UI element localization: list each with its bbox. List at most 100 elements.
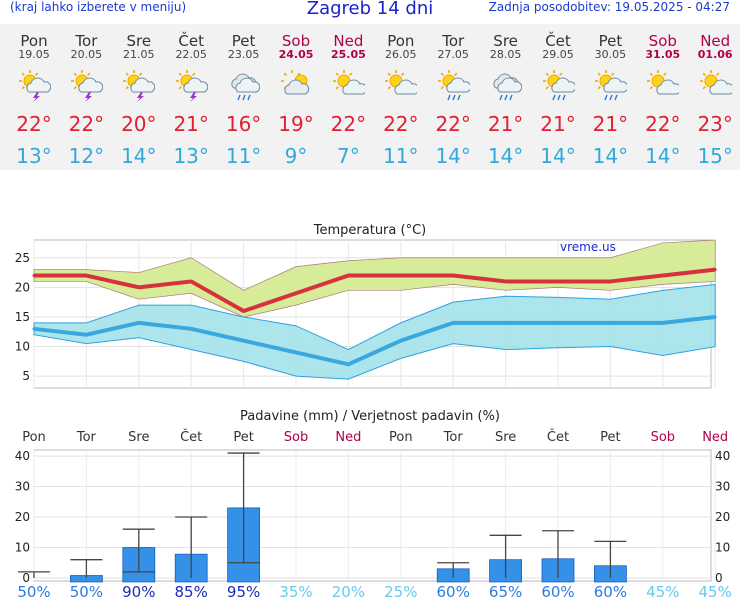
min-temperature: 14°: [121, 144, 157, 168]
precipitation-probability: 45%: [646, 583, 679, 600]
precipitation-day-label: Tor: [443, 430, 464, 445]
max-temperature-point: [451, 274, 455, 278]
y-tick-label: 10: [15, 340, 30, 354]
sun-cloud-icon: [385, 70, 420, 102]
day-date: 25.05: [330, 48, 366, 61]
day-name: Čet: [178, 32, 204, 50]
min-temperature: 14°: [645, 144, 681, 168]
day-column: Pet 23.05 16° 11°: [217, 24, 270, 170]
min-temperature-point: [189, 327, 193, 331]
max-temperature-point: [84, 274, 88, 278]
day-column: Ned 01.06 23° 15°: [689, 24, 740, 170]
max-temperature-range: [33, 239, 716, 318]
min-temperature-point: [713, 315, 717, 319]
location-note[interactable]: (kraj lahko izberete v meniju): [10, 0, 187, 14]
precipitation-probability: 60%: [541, 583, 574, 600]
y-tick-label: 10: [15, 540, 30, 554]
precipitation-probability: 20%: [332, 583, 365, 600]
precipitation-day-label: Sre: [128, 430, 149, 445]
y-tick-label: 0: [22, 571, 30, 585]
cloud-rain-icon: [490, 70, 523, 102]
precipitation-probability: 50%: [70, 583, 103, 600]
max-temperature: 22°: [435, 112, 471, 136]
precipitation-day-label: Pon: [22, 430, 46, 445]
max-temperature-line: [34, 267, 716, 314]
sun-cloud-thunder-icon: [123, 70, 156, 102]
min-temperature-point: [399, 339, 403, 343]
min-temperature: 11°: [383, 144, 419, 168]
min-temperature: 14°: [540, 144, 576, 168]
max-temperature-point: [713, 268, 717, 272]
max-temperature-point: [242, 309, 246, 313]
day-name: Pet: [231, 32, 256, 50]
max-temperature: 21°: [487, 112, 524, 136]
last-update: Zadnja posodobitev: 19.05.2025 - 04:27: [488, 0, 730, 14]
day-column: Ned 25.05 22° 7°: [322, 24, 375, 170]
cloud-rain-icon: [228, 70, 261, 102]
day-name: Pon: [387, 32, 415, 50]
y-tick-label: 15: [15, 310, 30, 324]
min-temperature: 7°: [337, 144, 360, 168]
min-temperature: 12°: [68, 144, 105, 168]
day-column: Sre 28.05 21° 14°: [479, 24, 532, 170]
min-temperature-line: [33, 314, 716, 367]
max-temperature-point: [608, 279, 612, 283]
max-temperature: 16°: [225, 112, 262, 136]
day-column: Sob 31.05 22° 14°: [636, 24, 689, 170]
precipitation-chart-title: Padavine (mm) / Verjetnost padavin (%): [240, 409, 500, 424]
precipitation-probability: 60%: [594, 583, 627, 600]
sun-cloud-rain-icon: [594, 70, 629, 102]
day-name: Ned: [333, 32, 364, 50]
min-temperature: 14°: [435, 144, 471, 168]
min-temperature-range: [33, 283, 716, 380]
max-temperature-point: [556, 279, 560, 283]
max-temperature: 22°: [330, 112, 367, 136]
watermark: vreme.us: [560, 240, 616, 254]
day-column: Čet 22.05 21° 13°: [165, 24, 218, 170]
min-temperature: 14°: [487, 144, 524, 168]
max-temperature: 22°: [68, 112, 105, 136]
header: (kraj lahko izberete v meniju) Zagreb 14…: [0, 0, 740, 22]
day-name: Sre: [126, 32, 152, 50]
min-temperature-point: [137, 321, 141, 325]
precipitation-day-label: Ned: [335, 430, 361, 445]
precipitation-day-label: Sre: [495, 430, 516, 445]
min-temperature-point: [608, 321, 612, 325]
day-name: Ned: [700, 32, 731, 50]
y-tick-label-right: 40: [715, 449, 730, 463]
y-tick-label-right: 10: [715, 540, 730, 554]
max-temperature: 23°: [697, 112, 733, 136]
precipitation-probability: 25%: [384, 583, 417, 600]
precipitation-day-label: Čet: [180, 429, 202, 445]
max-temperature-point: [504, 279, 508, 283]
day-date: 30.05: [594, 48, 627, 61]
day-date: 24.05: [278, 48, 314, 61]
precipitation-probability: 50%: [17, 583, 50, 600]
max-temperature: 20°: [121, 112, 157, 136]
day-date: 01.06: [697, 48, 733, 61]
forecast-charts: Temperatura (°C) 5 10 15 20 25 vreme.us Padavin…: [15, 223, 732, 600]
day-column: Tor 27.05 22° 14°: [427, 24, 480, 170]
cloud-sun-icon: [280, 70, 313, 102]
day-column: Tor 20.05 22° 12°: [60, 24, 113, 170]
precipitation-day-label: Pet: [600, 430, 620, 445]
precipitation-probability: 95%: [227, 583, 260, 600]
precipitation-day-label: Sob: [284, 430, 308, 445]
max-temperature-point: [32, 274, 36, 278]
y-tick-label: 25: [15, 251, 30, 265]
min-temperature-point: [346, 362, 350, 366]
precipitation-probability: 60%: [437, 583, 470, 600]
y-tick-label: 30: [15, 480, 30, 494]
y-tick-label: 20: [15, 280, 30, 294]
day-date: 22.05: [175, 48, 207, 61]
min-temperature-point: [32, 327, 36, 331]
precipitation-probability: 45%: [699, 583, 732, 600]
day-date: 29.05: [542, 48, 574, 61]
max-temperature-point: [346, 274, 350, 278]
sun-cloud-icon: [699, 70, 734, 102]
daily-forecast-strip: Pon 19.05 22° 13° Tor 20.05 22° 12° Sre 21.05 20° 1…: [0, 24, 740, 170]
max-temperature: 21°: [592, 112, 629, 136]
day-column: Pon 19.05 22° 13°: [8, 24, 61, 170]
min-temperature-point: [294, 350, 298, 354]
min-temperature-point: [556, 321, 560, 325]
